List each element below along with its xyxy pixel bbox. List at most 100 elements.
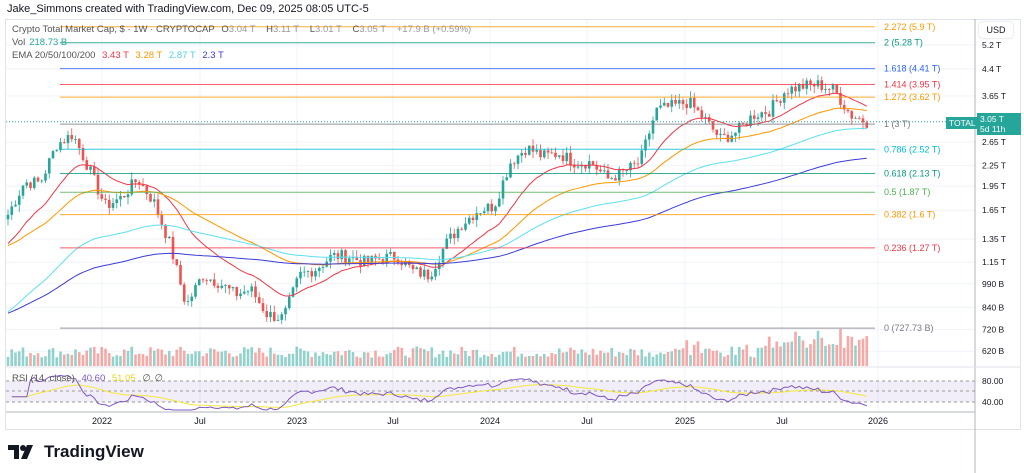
volume-bar [764,345,767,366]
candle-body [115,199,119,204]
volume-bar [629,348,632,366]
volume-bar [220,351,224,366]
candle-body [10,206,14,215]
candle-body [55,150,59,152]
candle-body [261,303,265,312]
ema-50-value: 3.28 T [135,50,163,61]
candle-body [197,279,201,285]
candle-body [209,279,212,281]
volume-bar [160,349,164,366]
volume-bar [351,352,355,366]
candle-body [310,271,314,277]
volume-bar [411,348,415,366]
volume-bar [25,356,29,366]
volume-bar [516,356,520,366]
candle-body [182,284,186,302]
candle-body [824,89,827,90]
candle-body [179,264,182,285]
rsi-label[interactable]: RSI (14, close) [12,373,75,384]
candle-body [629,162,632,171]
candle-body [392,251,396,260]
volume-bar [134,354,137,366]
high-label: H [266,24,274,35]
volume-bar [201,356,205,366]
volume-bar [479,357,482,366]
volume-bar [107,352,111,366]
candle-body [44,173,47,181]
candle-body [655,107,659,121]
candle-body [449,233,452,239]
volume-bar [36,353,40,366]
fib-level-label: 1.618 (4.41 T) [884,64,940,74]
candle-body [314,271,317,277]
volume-bar [21,347,25,366]
brand-name: TradingView [44,442,144,461]
volume-bar [287,353,291,366]
volume-bar [644,356,647,366]
volume-bar [554,354,557,366]
rsi-ma-value: 51.05 [111,373,136,384]
price-axis-label: 3.65 T [982,91,1006,101]
ema-20-line [7,92,868,297]
candle-body [59,142,62,151]
volume-bar [452,353,456,366]
volume-bar [535,353,539,366]
volume-bar [14,352,17,366]
volume-bar [96,353,100,366]
candle-body [156,199,160,215]
candle-body [509,163,512,178]
volume-bar [557,348,561,366]
candle-body [220,285,224,288]
volume-bar [636,355,640,366]
candle-body [100,194,104,199]
candle-body [681,100,685,105]
volume-bar [167,351,171,366]
candle-body [224,285,227,286]
ema-100-line [7,127,867,313]
volume-bar [362,352,366,366]
volume-bar [359,357,362,366]
candle-body [190,296,194,302]
volume-bar [449,350,452,366]
volume-bar [265,356,269,366]
symbol-title[interactable]: Crypto Total Market Cap, $ · 1W · CRYPTO… [12,24,215,35]
volume-bar [752,357,756,366]
tradingview-logo[interactable]: TradingView [8,442,144,462]
candle-body [66,135,70,144]
volume-bar [786,342,790,366]
candle-body [415,267,419,270]
candle-body [17,195,21,205]
rsi-value: 40.60 [81,373,106,384]
volume-bar [280,354,284,366]
ema-label[interactable]: EMA 20/50/100/200 [12,50,96,61]
volume-bar [771,347,775,366]
volume-bar [722,356,726,366]
volume-bar [805,347,809,366]
candle-body [377,258,381,260]
volume-bar [857,339,861,366]
volume-bar [10,349,14,366]
volume-bar [317,355,321,366]
candle-body [419,267,422,277]
candle-body [227,285,231,289]
rsi-line [11,374,867,411]
volume-bar [32,355,36,366]
price-axis-label: 990 B [982,279,1005,289]
candle-body [81,148,85,161]
candle-body [644,139,647,151]
candle-body [216,285,220,288]
candle-body [835,84,839,93]
volume-bar [719,352,722,366]
volume-bar [767,336,771,366]
candle-body [816,80,820,87]
candle-body [820,80,824,90]
candle-body [827,89,831,90]
volume-label[interactable]: Vol [12,37,26,48]
candle-body [306,271,310,272]
candle-body [580,164,584,167]
candle-body [317,267,321,272]
volume-bar [632,349,636,366]
currency-button[interactable]: USD [979,22,1013,38]
volume-bar [745,344,749,366]
